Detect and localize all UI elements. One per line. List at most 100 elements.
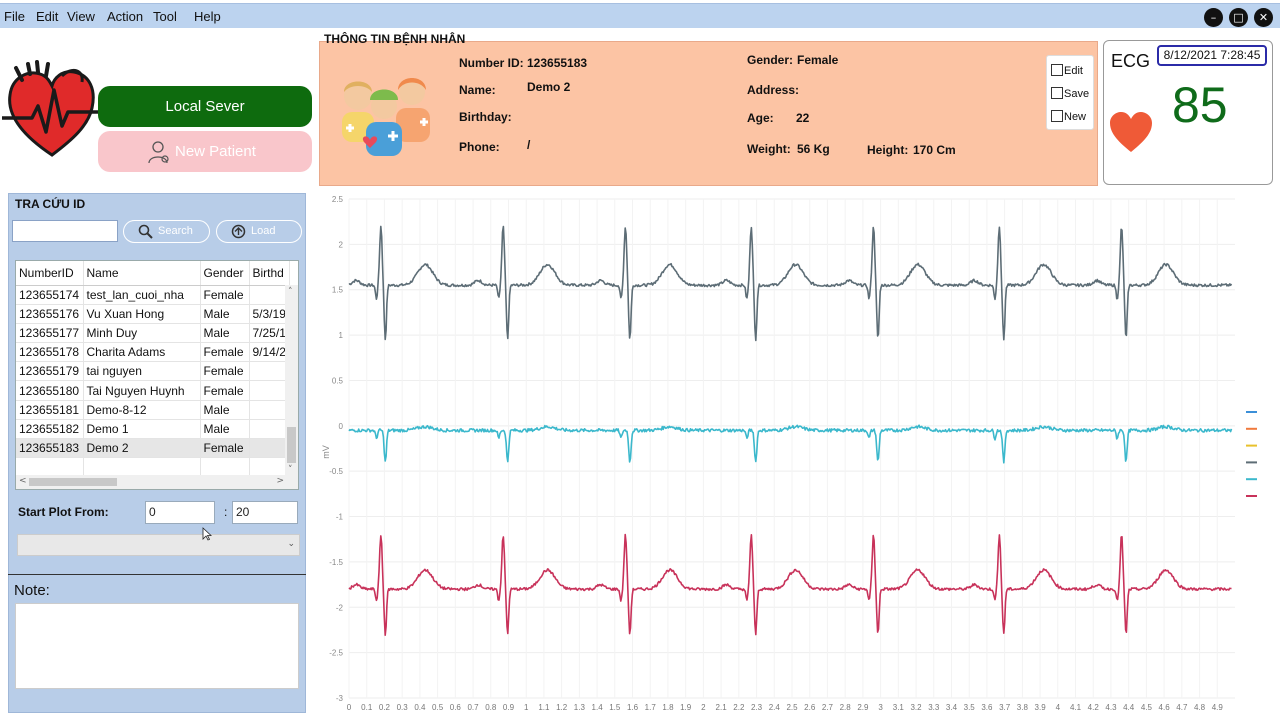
load-button[interactable]: Load bbox=[216, 220, 302, 243]
y-tick-label: 2.5 bbox=[332, 195, 344, 204]
cell-birthday bbox=[249, 419, 290, 440]
table-row[interactable] bbox=[16, 457, 290, 478]
menu-help[interactable]: Help bbox=[194, 9, 221, 24]
cell-name: Minh Duy bbox=[83, 323, 201, 344]
table-row[interactable]: 123655180 Tai Nguyen Huynh Female bbox=[16, 380, 290, 401]
x-tick-label: 2.9 bbox=[857, 703, 869, 712]
close-icon[interactable]: ✕ bbox=[1254, 8, 1273, 27]
name-label: Name: bbox=[459, 83, 496, 97]
scroll-right-icon[interactable]: > bbox=[276, 476, 284, 486]
menu-edit[interactable]: Edit bbox=[36, 9, 59, 24]
x-tick-label: 4.4 bbox=[1123, 703, 1135, 712]
column-header-birthday[interactable]: Birthd bbox=[249, 261, 290, 286]
table-row[interactable]: 123655183 Demo 2 Female bbox=[16, 438, 290, 459]
table-row[interactable]: 123655177 Minh Duy Male 7/25/1 bbox=[16, 323, 290, 344]
cell-birthday: 7/25/1 bbox=[249, 323, 290, 344]
column-header-numberid[interactable]: NumberID bbox=[16, 261, 84, 286]
horizontal-scroll-thumb[interactable] bbox=[29, 478, 117, 486]
heart-logo-icon bbox=[2, 60, 102, 157]
x-tick-label: 1.9 bbox=[680, 703, 692, 712]
load-icon bbox=[231, 224, 246, 239]
menu-view[interactable]: View bbox=[67, 9, 95, 24]
cell-name: Demo 1 bbox=[83, 419, 201, 440]
edit-tool-label: Edit bbox=[1064, 65, 1083, 77]
cell-birthday bbox=[249, 361, 290, 382]
ecg-label: ECG bbox=[1111, 51, 1151, 71]
gender-label: Gender: bbox=[747, 53, 794, 67]
new-tool-button[interactable]: New bbox=[1051, 110, 1086, 123]
birthday-label: Birthday: bbox=[459, 110, 512, 124]
table-vertical-scrollbar[interactable]: ˄ ˅ bbox=[285, 285, 298, 476]
menu-tool[interactable]: Tool bbox=[153, 9, 177, 24]
local-server-button[interactable]: Local Sever bbox=[98, 86, 312, 127]
x-tick-label: 0.6 bbox=[450, 703, 462, 712]
x-tick-label: 2.2 bbox=[733, 703, 745, 712]
cell-gender: Male bbox=[200, 400, 250, 420]
patients-group-icon bbox=[342, 78, 430, 156]
x-tick-label: 2.7 bbox=[822, 703, 834, 712]
chevron-down-icon: ⌄ bbox=[287, 539, 295, 549]
record-select[interactable]: ⌄ bbox=[17, 534, 300, 556]
plot-from-input[interactable]: 0 bbox=[145, 501, 215, 524]
ecg-series-line bbox=[348, 424, 1233, 464]
column-header-gender[interactable]: Gender bbox=[200, 261, 250, 286]
minimize-icon[interactable]: – bbox=[1204, 8, 1223, 27]
scroll-up-icon[interactable]: ˄ bbox=[288, 287, 293, 297]
scroll-left-icon[interactable]: < bbox=[19, 476, 27, 486]
table-row[interactable]: 123655178 Charita Adams Female 9/14/2 bbox=[16, 342, 290, 363]
x-tick-label: 4.1 bbox=[1070, 703, 1082, 712]
table-row[interactable]: 123655174 test_lan_cuoi_nha Female bbox=[16, 285, 290, 305]
gender-value: Female bbox=[797, 53, 839, 67]
vertical-scroll-thumb[interactable] bbox=[287, 427, 296, 463]
cell-name: tai nguyen bbox=[83, 361, 201, 382]
x-tick-label: 4.6 bbox=[1159, 703, 1171, 712]
cell-numberid: 123655176 bbox=[16, 304, 84, 324]
y-tick-label: -3 bbox=[336, 694, 344, 703]
cell-birthday bbox=[249, 285, 290, 305]
menu-file[interactable]: File bbox=[4, 9, 25, 24]
x-tick-label: 0.8 bbox=[485, 703, 497, 712]
new-document-icon bbox=[1051, 110, 1063, 122]
table-row[interactable]: 123655182 Demo 1 Male bbox=[16, 419, 290, 440]
x-tick-label: 2.5 bbox=[786, 703, 798, 712]
cell-name: Vu Xuan Hong bbox=[83, 304, 201, 324]
x-tick-label: 3.9 bbox=[1035, 703, 1047, 712]
table-row[interactable]: 123655179 tai nguyen Female bbox=[16, 361, 290, 382]
y-axis-label: mV bbox=[321, 445, 331, 459]
patient-info-panel bbox=[319, 41, 1098, 186]
x-tick-label: 2.6 bbox=[804, 703, 816, 712]
ecg-series-line bbox=[348, 533, 1232, 637]
save-tool-button[interactable]: Save bbox=[1051, 87, 1089, 100]
scroll-down-icon[interactable]: ˅ bbox=[288, 465, 293, 475]
id-search-input[interactable] bbox=[12, 220, 118, 242]
cell-birthday: 9/14/2 bbox=[249, 342, 290, 363]
plot-to-input[interactable]: 20 bbox=[232, 501, 298, 524]
edit-tool-button[interactable]: Edit bbox=[1051, 64, 1083, 77]
maximize-icon[interactable]: □ bbox=[1229, 8, 1248, 27]
x-tick-label: 3.6 bbox=[981, 703, 993, 712]
x-tick-label: 4.3 bbox=[1105, 703, 1117, 712]
table-row[interactable]: 123655181 Demo-8-12 Male bbox=[16, 400, 290, 420]
cell-birthday bbox=[249, 380, 290, 401]
x-tick-label: 3.3 bbox=[928, 703, 940, 712]
x-tick-label: 1.7 bbox=[645, 703, 657, 712]
x-tick-label: 3.5 bbox=[964, 703, 976, 712]
note-textarea[interactable] bbox=[15, 603, 299, 689]
x-tick-label: 4.5 bbox=[1141, 703, 1153, 712]
x-tick-label: 2.1 bbox=[716, 703, 728, 712]
cell-birthday bbox=[249, 457, 290, 478]
plot-range-colon: : bbox=[224, 505, 228, 519]
cell-gender bbox=[200, 457, 250, 478]
y-tick-label: 2 bbox=[339, 240, 344, 249]
x-tick-label: 4.2 bbox=[1088, 703, 1100, 712]
menu-action[interactable]: Action bbox=[107, 9, 144, 24]
x-tick-label: 1.1 bbox=[538, 703, 550, 712]
table-horizontal-scrollbar[interactable]: < > bbox=[16, 475, 298, 489]
table-row[interactable]: 123655176 Vu Xuan Hong Male 5/3/19 bbox=[16, 304, 290, 324]
mouse-cursor-icon bbox=[202, 527, 212, 541]
column-header-name[interactable]: Name bbox=[83, 261, 201, 286]
search-button[interactable]: Search bbox=[123, 220, 210, 243]
height-value: 170 Cm bbox=[913, 143, 956, 157]
phone-label: Phone: bbox=[459, 140, 500, 154]
new-patient-button[interactable]: New Patient bbox=[98, 131, 312, 172]
